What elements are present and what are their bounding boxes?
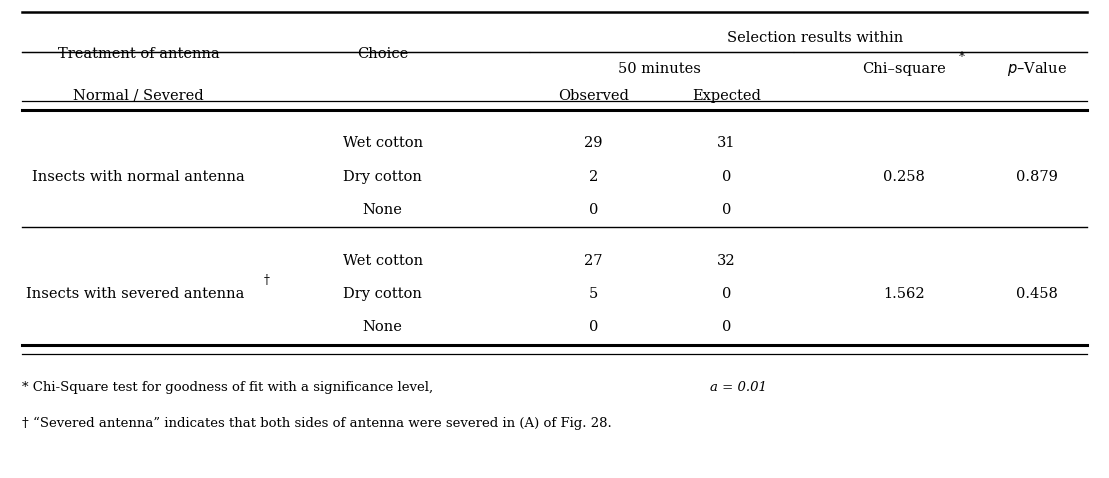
Text: Insects with normal antenna: Insects with normal antenna <box>32 170 245 184</box>
Text: Insects with severed antenna: Insects with severed antenna <box>27 287 244 301</box>
Text: Dry cotton: Dry cotton <box>343 287 423 301</box>
Text: 31: 31 <box>718 136 735 151</box>
Text: Expected: Expected <box>692 88 761 103</box>
Text: 0.879: 0.879 <box>1016 170 1058 184</box>
Text: 2: 2 <box>589 170 598 184</box>
Text: None: None <box>363 203 403 217</box>
Text: 1.562: 1.562 <box>883 287 925 301</box>
Text: Treatment of antenna: Treatment of antenna <box>58 47 220 61</box>
Text: None: None <box>363 320 403 335</box>
Text: 5: 5 <box>589 287 598 301</box>
Text: *: * <box>958 51 965 64</box>
Text: 0.458: 0.458 <box>1016 287 1058 301</box>
Text: 0: 0 <box>589 203 598 217</box>
Text: † “Severed antenna” indicates that both sides of antenna were severed in (A) of : † “Severed antenna” indicates that both … <box>22 416 612 430</box>
Text: Chi–square: Chi–square <box>862 62 946 76</box>
Text: †: † <box>263 274 269 287</box>
Text: $p$–Value: $p$–Value <box>1007 60 1067 78</box>
Text: Choice: Choice <box>357 47 408 61</box>
Text: 0: 0 <box>722 170 731 184</box>
Text: * Chi-Square test for goodness of fit with a significance level,: * Chi-Square test for goodness of fit wi… <box>22 380 441 394</box>
Text: 0: 0 <box>722 320 731 335</box>
Text: 0.258: 0.258 <box>883 170 925 184</box>
Text: Normal / Severed: Normal / Severed <box>73 88 204 103</box>
Text: 32: 32 <box>718 253 735 268</box>
Text: 50 minutes: 50 minutes <box>619 62 701 76</box>
Text: 29: 29 <box>584 136 602 151</box>
Text: Wet cotton: Wet cotton <box>343 253 423 268</box>
Text: 0: 0 <box>722 203 731 217</box>
Text: 27: 27 <box>584 253 602 268</box>
Text: Dry cotton: Dry cotton <box>343 170 423 184</box>
Text: a = 0.01: a = 0.01 <box>710 380 766 394</box>
Text: 0: 0 <box>722 287 731 301</box>
Text: Selection results within: Selection results within <box>728 31 903 45</box>
Text: 0: 0 <box>589 320 598 335</box>
Text: Wet cotton: Wet cotton <box>343 136 423 151</box>
Text: Observed: Observed <box>558 88 629 103</box>
